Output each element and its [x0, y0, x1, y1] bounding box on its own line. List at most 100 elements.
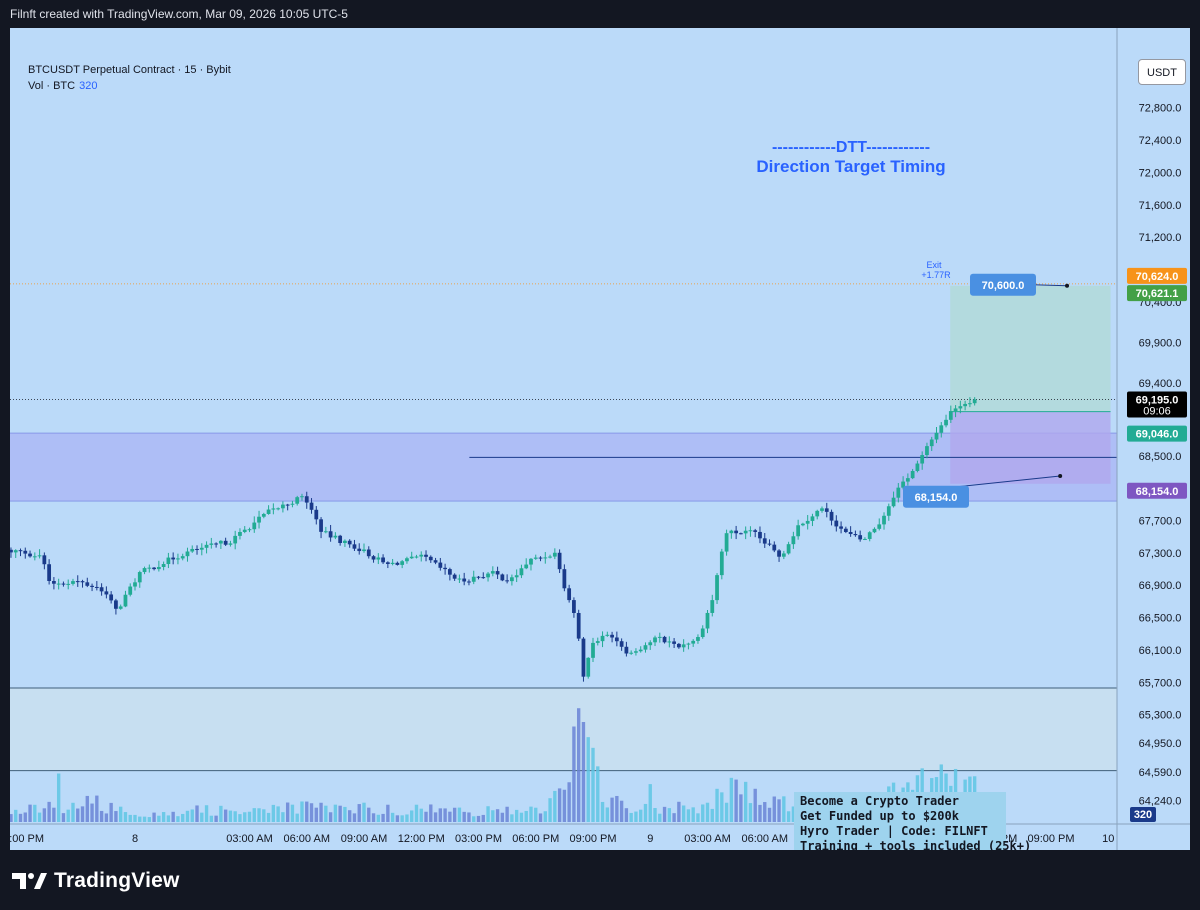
candle-body — [114, 600, 118, 609]
candle-body — [438, 562, 443, 568]
axis-tag-text: 68,154.0 — [1136, 486, 1179, 498]
axis-tag-box — [1127, 267, 1187, 284]
volume-bar — [71, 802, 75, 822]
candle-body — [61, 583, 66, 585]
candle-body — [471, 576, 476, 582]
candle-body — [820, 508, 824, 511]
candle-body — [376, 557, 381, 560]
overlay-layer: 70,600.0 68,154.0 Exit+1.77R ------------DT… — [756, 139, 1070, 508]
volume-bar — [491, 810, 495, 822]
candle-body — [486, 573, 490, 578]
candle-body — [739, 533, 743, 535]
volume-bar — [734, 779, 738, 822]
promo-box — [794, 792, 1006, 850]
candle-body — [629, 652, 634, 654]
candle-body — [643, 645, 648, 650]
volume-bar — [481, 814, 485, 822]
candle-body — [195, 548, 199, 550]
volume-bar — [557, 788, 562, 822]
volume-bar — [352, 813, 357, 822]
price-tick-label: 65,300.0 — [1139, 710, 1182, 722]
volume-bar — [52, 807, 56, 822]
candlestick-chart[interactable]: 70,600.0 68,154.0 Exit+1.77R ------------DT… — [10, 28, 1190, 850]
candle-body — [634, 651, 638, 653]
volume-bar — [238, 814, 242, 822]
chart-pane[interactable]: 70,600.0 68,154.0 Exit +1.77R ------------DT… — [10, 28, 1190, 850]
candle-body — [390, 562, 395, 564]
volume-bar — [328, 812, 333, 822]
volume-bar — [429, 804, 433, 822]
candle-body — [52, 580, 56, 584]
candle-body — [238, 531, 242, 536]
candle-body — [505, 580, 510, 582]
candle-body — [276, 508, 281, 510]
axis-tag-sub: 09:06 — [1143, 406, 1171, 418]
volume-bar — [233, 811, 237, 822]
target-label-text: 70,600.0 — [982, 280, 1025, 292]
candle-body — [32, 556, 37, 558]
axis-tag-group: 68,154.0 — [1127, 482, 1187, 499]
volume-bar — [195, 805, 199, 822]
volume-bar — [119, 806, 123, 822]
candle-body — [214, 543, 218, 545]
axis-tag-text: 70,624.0 — [1136, 271, 1179, 283]
price-tick-label: 72,400.0 — [1139, 135, 1182, 147]
symbol-line[interactable]: BTCUSDT Perpetual Contract · 15 · Bybit — [28, 64, 231, 76]
volume-bar — [223, 809, 228, 822]
volume-bar — [209, 815, 214, 822]
volume-bar — [514, 809, 519, 822]
volume-bar — [500, 812, 505, 822]
candle-body — [882, 515, 886, 525]
candle-body — [638, 649, 643, 652]
candle-body — [600, 635, 605, 642]
volume-bar — [405, 814, 409, 822]
volume-bar — [510, 814, 514, 822]
volume-bar — [653, 808, 657, 822]
volume-bar — [715, 788, 719, 822]
volume-bar — [424, 811, 428, 822]
volume-bar — [476, 815, 481, 822]
volume-tag-box — [1130, 807, 1156, 822]
candle-body — [385, 562, 390, 564]
candle-body — [424, 554, 428, 557]
promo-line-1: Become a Crypto Trader — [800, 794, 959, 808]
exit-r-label: +1.77R — [921, 270, 951, 280]
candle-body — [891, 497, 896, 507]
volume-bar — [438, 808, 443, 822]
currency-button[interactable]: USDT — [1138, 59, 1186, 85]
volume-bar — [10, 814, 13, 822]
candle-body — [290, 503, 295, 505]
time-tick-label: 09:00 PM — [1027, 833, 1074, 845]
candle-body — [447, 569, 452, 575]
price-tick-label: 69,400.0 — [1139, 378, 1182, 390]
volume-bar — [123, 812, 128, 822]
candle-body — [405, 558, 409, 562]
price-tick-label: 72,800.0 — [1139, 103, 1182, 115]
candle-body — [896, 487, 901, 498]
candle-body — [591, 642, 595, 658]
axis-tag-group: 70,624.0 — [1127, 267, 1187, 284]
candle-body — [524, 564, 529, 569]
candle-body — [228, 543, 233, 545]
volume-bar — [171, 811, 175, 822]
volume-bar — [591, 747, 595, 822]
volume-bar — [367, 807, 371, 822]
candle-body — [576, 612, 581, 639]
volume-bar — [138, 816, 142, 822]
volume-bar — [505, 806, 509, 822]
candle-body — [223, 540, 228, 545]
volume-bar — [753, 788, 757, 822]
volume-line[interactable]: Vol · BTC 320 — [28, 78, 231, 94]
candle-body — [786, 544, 791, 554]
volume-bar — [572, 726, 576, 822]
axis-tag-text: 69,046.0 — [1136, 429, 1179, 441]
volume-bar — [190, 809, 194, 822]
candle-body — [156, 566, 161, 570]
tradingview-logo[interactable]: TradingView — [12, 868, 180, 894]
candle-body — [381, 557, 385, 563]
volume-bar — [381, 813, 385, 822]
axis-tag-box — [1127, 425, 1187, 442]
candle-body — [972, 399, 977, 404]
candle-body — [872, 528, 877, 533]
volume-bar — [701, 804, 705, 822]
